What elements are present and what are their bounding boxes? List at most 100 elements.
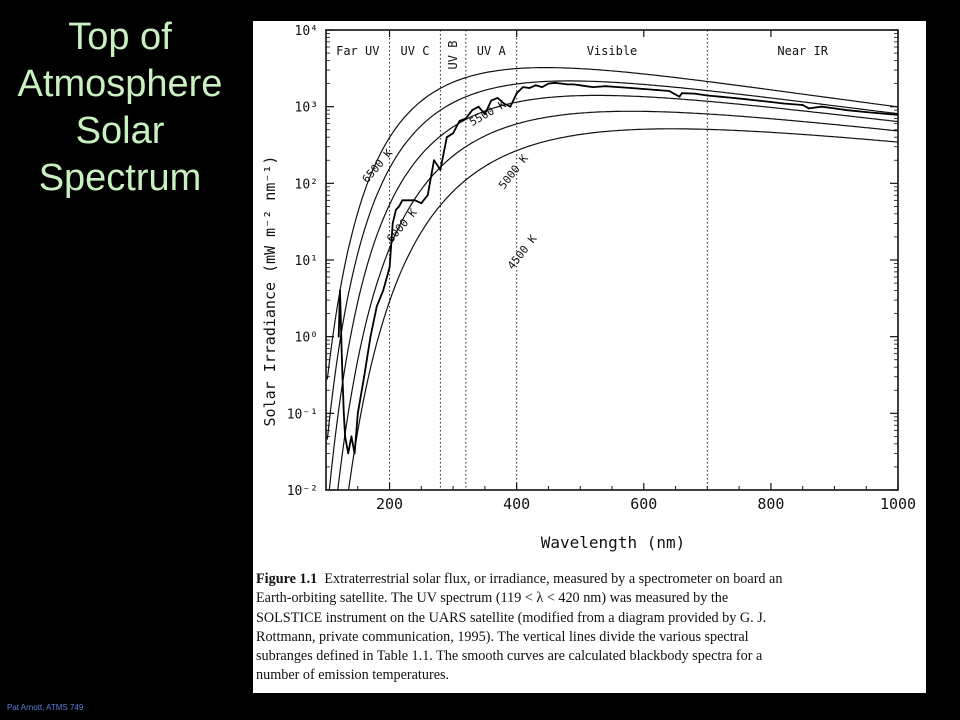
measured-spectrum-point xyxy=(808,107,810,110)
figure-caption: Figure 1.1 Extraterrestrial solar flux, … xyxy=(256,570,924,686)
measured-spectrum-point xyxy=(782,102,785,105)
measured-spectrum-point xyxy=(363,375,365,378)
measured-spectrum-point xyxy=(398,205,400,208)
measured-spectrum-point xyxy=(719,95,721,98)
x-tick-label: 600 xyxy=(630,495,657,513)
measured-spectrum-point xyxy=(382,289,385,292)
band-label: UV C xyxy=(401,44,430,58)
measured-spectrum-point xyxy=(731,97,734,99)
x-tick-label: 1000 xyxy=(880,495,916,513)
blackbody-curve-6500K xyxy=(326,67,898,380)
y-tick-label: 10⁰ xyxy=(295,331,318,346)
slide-title: Top of Atmosphere Solar Spectrum xyxy=(0,14,240,202)
measured-spectrum-point xyxy=(833,107,836,110)
measured-spectrum-point xyxy=(426,194,429,197)
measured-spectrum-point xyxy=(347,452,350,455)
measured-spectrum-point xyxy=(356,412,359,415)
measured-spectrum-point xyxy=(801,104,804,106)
caption-line: subranges defined in Table 1.1. The smoo… xyxy=(256,648,763,665)
measured-spectrum-point xyxy=(579,84,582,87)
measured-spectrum-point xyxy=(452,132,454,135)
measured-spectrum-point xyxy=(339,289,341,292)
x-tick-label: 200 xyxy=(376,495,403,513)
measured-spectrum-point xyxy=(471,109,474,112)
measured-spectrum-point xyxy=(642,88,645,90)
band-label: Near IR xyxy=(777,44,828,58)
measured-spectrum-point xyxy=(770,101,772,103)
measured-spectrum-point xyxy=(757,99,760,102)
caption-line: Earth-orbiting satellite. The UV spectru… xyxy=(256,590,729,607)
title-line: Atmosphere xyxy=(17,63,223,105)
measured-spectrum-point xyxy=(604,85,607,88)
measured-spectrum-point xyxy=(407,199,410,202)
footer-credit: Pat Arnott, ATMS 749 xyxy=(7,703,84,712)
band-label: Far UV xyxy=(336,44,379,58)
blackbody-curve-5000K xyxy=(337,110,898,490)
title-line: Spectrum xyxy=(38,157,202,199)
measured-spectrum-point xyxy=(395,209,397,211)
measured-spectrum-point xyxy=(522,86,524,88)
measured-spectrum-point xyxy=(369,335,372,338)
measured-spectrum-point xyxy=(541,86,543,88)
measured-spectrum-point xyxy=(420,202,423,205)
figure-panel: 200 400 600 800 1000 10⁴ 10³ 10² 10¹ 10⁰ 10⁻¹ 10⁻² F… xyxy=(253,21,926,693)
title-line: Solar xyxy=(75,110,165,152)
blackbody-curve-5500K xyxy=(328,94,898,490)
measured-spectrum-point xyxy=(820,105,823,108)
measured-spectrum-point xyxy=(458,120,461,122)
caption-line: SOLSTICE instrument on the UARS satellit… xyxy=(256,609,767,626)
measured-spectrum-point xyxy=(528,87,531,89)
measured-spectrum-point xyxy=(706,94,709,97)
measured-spectrum-point xyxy=(445,136,448,139)
solar-spectrum-chart: 200 400 600 800 1000 10⁴ 10³ 10² 10¹ 10⁰ 10⁻¹ 10⁻² F… xyxy=(261,24,916,552)
measured-spectrum-point xyxy=(391,222,394,225)
measured-spectrum-point xyxy=(865,111,868,113)
measured-spectrum-point xyxy=(509,105,512,108)
measured-spectrum-point xyxy=(433,159,435,162)
blackbody-curve-4500K xyxy=(347,128,898,490)
y-tick-label: 10³ xyxy=(295,101,318,116)
title-line: Top of xyxy=(68,16,172,58)
measured-spectrum-point xyxy=(573,83,575,86)
y-tick-label: 10⁻² xyxy=(287,484,318,499)
measured-spectrum-point xyxy=(566,83,569,86)
x-tick-label: 400 xyxy=(503,495,530,513)
y-tick-label: 10⁻¹ xyxy=(287,407,318,422)
measured-spectrum-point xyxy=(375,305,378,308)
x-axis-title: Wavelength (nm) xyxy=(541,533,686,552)
plot-frame xyxy=(325,29,899,491)
measured-spectrum-point xyxy=(744,98,747,101)
band-label: UV A xyxy=(477,44,507,58)
caption-line: number of emission temperatures. xyxy=(256,667,450,684)
measured-spectrum-point xyxy=(388,266,391,269)
measured-spectrum-point xyxy=(553,81,556,84)
measured-spectrum-point xyxy=(414,199,416,202)
y-tick-label: 10² xyxy=(295,177,318,192)
band-label: Visible xyxy=(587,44,638,58)
measured-spectrum-point xyxy=(342,412,345,415)
measured-spectrum-point xyxy=(515,92,518,95)
measured-spectrum-point xyxy=(464,117,467,120)
measured-spectrum-point xyxy=(534,84,537,87)
measured-spectrum-point xyxy=(668,90,671,92)
temperature-label: 5500 K xyxy=(467,98,508,129)
y-tick-label: 10¹ xyxy=(295,254,318,269)
measured-spectrum-point xyxy=(693,92,696,95)
measured-spectrum-point xyxy=(630,87,632,89)
y-axis-title: Solar Irradiance (mW m⁻² nm⁻¹) xyxy=(261,156,279,427)
measured-spectrum-point xyxy=(592,86,594,88)
measured-spectrum-point xyxy=(846,109,849,112)
measured-spectrum-point xyxy=(547,82,550,85)
temperature-label: 6500 K xyxy=(360,146,396,185)
measured-spectrum-point xyxy=(350,435,353,438)
measured-spectrum-point xyxy=(477,105,480,108)
measured-spectrum-point xyxy=(401,199,404,202)
measured-spectrum-point xyxy=(503,102,505,105)
measured-spectrum-point xyxy=(341,358,343,361)
measured-spectrum-point xyxy=(337,335,340,338)
x-tick-label: 800 xyxy=(757,495,784,513)
measured-spectrum-point xyxy=(439,168,442,171)
measured-spectrum-point xyxy=(560,82,563,85)
measured-spectrum-point xyxy=(344,435,346,438)
measured-spectrum-point xyxy=(490,99,493,102)
